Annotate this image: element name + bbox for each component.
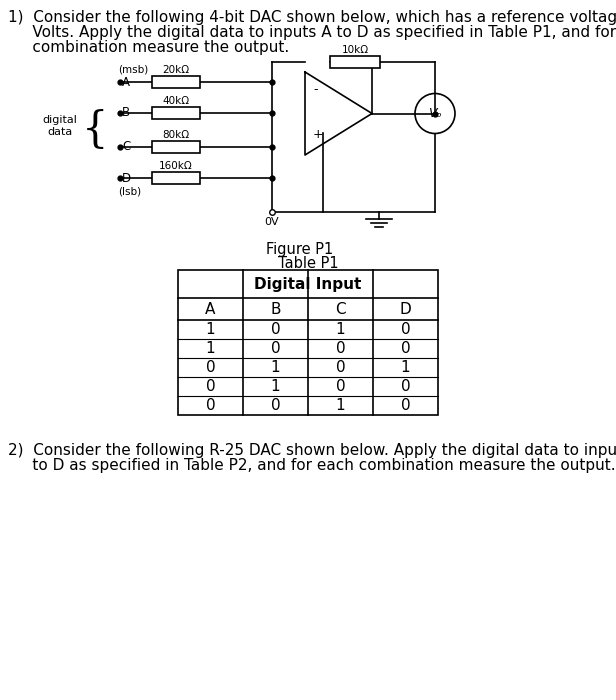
Text: 20kΩ: 20kΩ (163, 65, 190, 75)
Text: (msb): (msb) (118, 65, 148, 75)
Text: 0: 0 (206, 360, 216, 375)
Text: 0: 0 (206, 379, 216, 394)
Text: A: A (205, 302, 216, 316)
Text: Digital Input: Digital Input (254, 276, 362, 291)
Text: A: A (122, 76, 130, 88)
Text: 0: 0 (270, 341, 280, 356)
Text: 1: 1 (206, 341, 216, 356)
Bar (152, 76, 200, 88)
Text: 0: 0 (270, 322, 280, 337)
Text: 160kΩ: 160kΩ (159, 161, 193, 171)
Text: D: D (122, 172, 131, 185)
Bar (330, 56, 380, 68)
Text: Vₒ: Vₒ (428, 107, 442, 120)
Text: C: C (335, 302, 346, 316)
Text: 1)  Consider the following 4-bit DAC shown below, which has a reference voltage : 1) Consider the following 4-bit DAC show… (8, 10, 616, 25)
Text: 0: 0 (400, 322, 410, 337)
Text: 1: 1 (270, 360, 280, 375)
Text: to D as specified in Table P2, and for each combination measure the output.: to D as specified in Table P2, and for e… (8, 458, 615, 473)
Text: digital
data: digital data (43, 116, 78, 136)
Text: 1: 1 (336, 398, 346, 413)
Text: 0: 0 (336, 360, 346, 375)
Text: 80kΩ: 80kΩ (163, 130, 190, 140)
Text: C: C (122, 141, 130, 153)
Text: D: D (400, 302, 411, 316)
Text: B: B (122, 106, 130, 120)
Text: Volts. Apply the digital data to inputs A to D as specified in Table P1, and for: Volts. Apply the digital data to inputs … (8, 25, 616, 40)
Text: 0: 0 (336, 379, 346, 394)
Text: B: B (270, 302, 281, 316)
Text: 1: 1 (400, 360, 410, 375)
Text: 2)  Consider the following R-25 DAC shown below. Apply the digital data to input: 2) Consider the following R-25 DAC shown… (8, 443, 616, 458)
Text: 0V: 0V (265, 217, 279, 227)
Text: Table P1: Table P1 (278, 256, 338, 271)
Text: +: + (313, 129, 323, 141)
Text: Figure P1: Figure P1 (266, 242, 334, 257)
Bar (152, 141, 200, 153)
Text: 1: 1 (206, 322, 216, 337)
Text: combination measure the output.: combination measure the output. (8, 40, 290, 55)
Bar (152, 107, 200, 119)
Bar (152, 172, 200, 184)
Text: 0: 0 (336, 341, 346, 356)
Bar (178, 270, 438, 415)
Text: 0: 0 (400, 341, 410, 356)
Text: 0: 0 (400, 379, 410, 394)
Text: 0: 0 (206, 398, 216, 413)
Text: 0: 0 (400, 398, 410, 413)
Text: 40kΩ: 40kΩ (163, 96, 190, 106)
Text: 10kΩ: 10kΩ (341, 45, 368, 55)
Text: -: - (313, 83, 317, 97)
Text: 1: 1 (336, 322, 346, 337)
Text: 0: 0 (270, 398, 280, 413)
Text: (lsb): (lsb) (118, 186, 141, 196)
Text: {: { (81, 109, 108, 151)
Text: 1: 1 (270, 379, 280, 394)
